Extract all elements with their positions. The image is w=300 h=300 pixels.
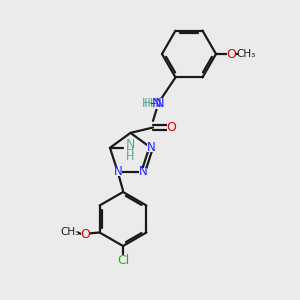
Bar <box>118 256 128 265</box>
Text: –N: –N <box>149 97 165 110</box>
Text: N: N <box>147 141 155 154</box>
Bar <box>144 98 162 109</box>
Text: H: H <box>126 152 134 162</box>
Text: N: N <box>139 166 148 178</box>
Text: O: O <box>227 47 236 61</box>
Text: N: N <box>126 138 135 151</box>
Bar <box>81 230 89 238</box>
Bar <box>167 123 176 132</box>
Bar <box>62 227 78 236</box>
Bar <box>227 49 236 59</box>
Text: O: O <box>167 121 176 134</box>
Bar <box>238 49 254 59</box>
Text: CH₃: CH₃ <box>61 226 80 237</box>
Text: H: H <box>126 146 134 156</box>
Bar <box>126 140 135 155</box>
Bar <box>147 144 155 152</box>
Text: Cl: Cl <box>117 254 129 267</box>
Text: H: H <box>142 97 151 110</box>
Text: CH₃: CH₃ <box>236 49 256 59</box>
Bar <box>114 168 122 176</box>
Bar <box>139 168 147 176</box>
Text: H: H <box>143 97 153 110</box>
Text: N: N <box>152 97 161 110</box>
Text: N: N <box>113 166 122 178</box>
Bar <box>142 98 164 109</box>
Text: O: O <box>80 227 90 241</box>
